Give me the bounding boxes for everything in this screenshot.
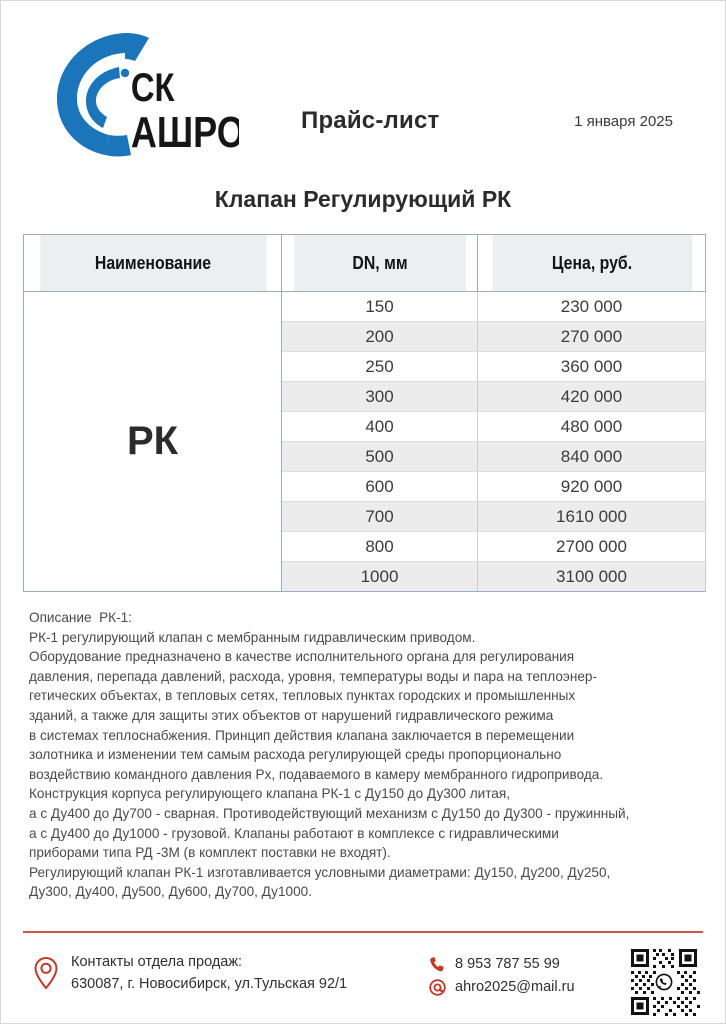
cell-dn: 300	[281, 381, 478, 412]
cell-price: 230 000	[477, 291, 706, 322]
description-line: Конструкция корпуса регулирующего клапан…	[29, 786, 510, 802]
product-title: Клапан Регулирующий РК	[214, 186, 512, 212]
description-line: воздействию командного давления Рх, пода…	[29, 766, 604, 782]
table-row: 300 420 000	[24, 381, 706, 412]
cell-price: 480 000	[477, 411, 706, 442]
table-header-row: Наименование DN, мм Цена, руб.	[24, 234, 706, 292]
description-line: а с Ду400 до Ду700 - сварная. Противодей…	[29, 805, 630, 821]
cell-price: 360 000	[477, 351, 706, 382]
company-logo: СК АШРО	[39, 27, 239, 157]
phone-icon	[429, 956, 446, 973]
table-row: 500 840 000	[24, 441, 706, 472]
cell-dn: 400	[281, 411, 478, 442]
description-line: давления, перепада давлений, расхода, ур…	[29, 668, 597, 684]
contacts-label: Контакты отдела продаж:	[71, 954, 243, 970]
description-line: а с Ду400 до Ду1000 - грузовой. Клапаны …	[29, 825, 559, 841]
description-line: приборами типа РД -3М (в комплект постав…	[29, 845, 391, 861]
price-table-container: Наименование DN, мм Цена, руб. РК 150 23…	[23, 234, 706, 592]
product-name-cell: РК	[23, 291, 282, 592]
description-line: Ду300, Ду400, Ду500, Ду600, Ду700, Ду100…	[29, 884, 313, 900]
cell-dn: 800	[281, 531, 478, 562]
location-pin-icon	[33, 956, 59, 990]
cell-dn: 500	[281, 441, 478, 472]
column-header-name: Наименование	[38, 234, 267, 292]
sales-contact-text: Контакты отдела продаж: 630087, г. Новос…	[71, 951, 347, 995]
table-body: РК 150 230 000 200 270 000 250 360 000 3…	[23, 291, 706, 592]
address-text: 630087, г. Новосибирск, ул.Тульская 92/1	[71, 976, 348, 992]
logo-text-ahro: АШРО	[131, 108, 239, 157]
table-row: 400 480 000	[24, 411, 706, 442]
cell-price: 270 000	[477, 321, 706, 352]
table-row: РК 150 230 000	[23, 291, 706, 592]
table-row: 800 2700 000	[24, 531, 706, 562]
description-line: зданий, а также для защиты этих объектов…	[29, 707, 554, 723]
email-at-icon	[429, 979, 446, 996]
email-address: ahro2025@mail.ru	[455, 979, 575, 995]
price-list-title: Прайс-лист	[301, 107, 440, 134]
page-header: СК АШРО Прайс-лист 1 января 2025	[1, 1, 725, 169]
price-list-date: 1 января 2025	[574, 113, 673, 130]
description-line: золотника и изменении тем самым расхода …	[29, 747, 562, 763]
cell-dn: 1000	[281, 561, 478, 592]
email-row[interactable]: ahro2025@mail.ru	[429, 976, 575, 999]
price-table: Наименование DN, мм Цена, руб. РК 150 23…	[23, 234, 706, 592]
description-line: РК-1 регулирующий клапан с мембранным ги…	[29, 629, 476, 645]
contact-details-block: 8 953 787 55 99 ahro2025@mail.ru	[429, 953, 575, 999]
cell-dn: 250	[281, 351, 478, 382]
table-header: Наименование DN, мм Цена, руб.	[24, 234, 706, 292]
column-header-price: Цена, руб.	[490, 234, 693, 292]
cell-price: 3100 000	[477, 561, 706, 592]
footer-divider	[23, 931, 703, 933]
sales-contact-block: Контакты отдела продаж: 630087, г. Новос…	[33, 951, 347, 995]
description-line: Оборудование предназначено в качестве ис…	[29, 649, 575, 665]
description-line: гетических объектах, в тепловых сетях, т…	[29, 688, 576, 704]
product-description: Описание РК-1: РК-1 регулирующий клапан …	[29, 608, 701, 902]
description-line: в системах теплоснабжения. Принцип дейст…	[29, 727, 575, 743]
phone-row[interactable]: 8 953 787 55 99	[429, 953, 575, 976]
table-row: 200 270 000	[24, 321, 706, 352]
cell-price: 420 000	[477, 381, 706, 412]
qr-code-whatsapp[interactable]	[627, 945, 701, 1019]
table-row: 1000 3100 000	[24, 561, 706, 592]
cell-dn: 150	[281, 291, 478, 322]
cell-dn: 200	[281, 321, 478, 352]
table-row: 700 1610 000	[24, 501, 706, 532]
logo-text-sk: СК	[131, 65, 175, 110]
table-row: 250 360 000	[24, 351, 706, 382]
cell-price: 920 000	[477, 471, 706, 502]
cell-price: 840 000	[477, 441, 706, 472]
page-footer: Контакты отдела продаж: 630087, г. Новос…	[1, 941, 725, 1023]
description-heading: Описание РК-1:	[29, 610, 132, 625]
cell-dn: 700	[281, 501, 478, 532]
cell-price: 1610 000	[477, 501, 706, 532]
description-line: Регулирующий клапан РК-1 изготавливается…	[29, 864, 611, 880]
column-header-dn: DN, мм	[292, 234, 467, 292]
table-row: 600 920 000	[24, 471, 706, 502]
phone-number: 8 953 787 55 99	[455, 956, 560, 972]
cell-dn: 600	[281, 471, 478, 502]
cell-price: 2700 000	[477, 531, 706, 562]
